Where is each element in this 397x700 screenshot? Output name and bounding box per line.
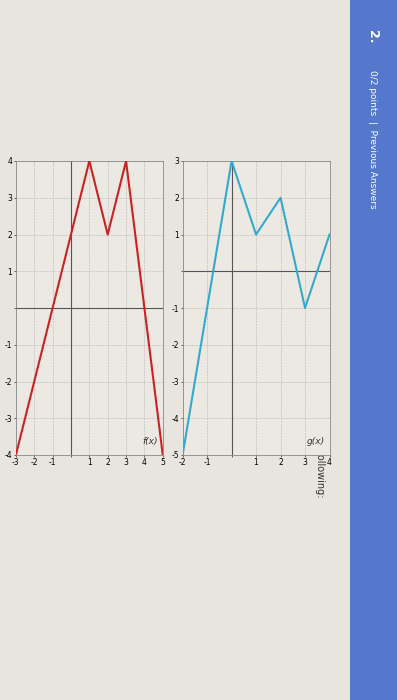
Bar xyxy=(0,0,350,700)
FancyBboxPatch shape xyxy=(274,199,296,261)
Text: 2.: 2. xyxy=(366,30,380,43)
Text: (a) g (f (1)) ≈ -1: (a) g (f (1)) ≈ -1 xyxy=(285,171,295,249)
Text: ✗: ✗ xyxy=(253,194,267,206)
Text: (b) f (g (2)) ≈ 2: (b) f (g (2)) ≈ 2 xyxy=(285,332,295,407)
Text: 2: 2 xyxy=(280,387,290,393)
FancyBboxPatch shape xyxy=(274,359,296,421)
Bar xyxy=(350,0,397,700)
Text: f(x): f(x) xyxy=(143,438,158,446)
Text: g(x): g(x) xyxy=(307,438,325,446)
Text: Use the graphs of f and g shown below to find the following:: Use the graphs of f and g shown below to… xyxy=(315,203,325,497)
Text: 0/2 points  |  Previous Answers: 0/2 points | Previous Answers xyxy=(368,70,378,209)
Text: -1: -1 xyxy=(280,225,290,234)
Text: ✗: ✗ xyxy=(253,354,267,366)
